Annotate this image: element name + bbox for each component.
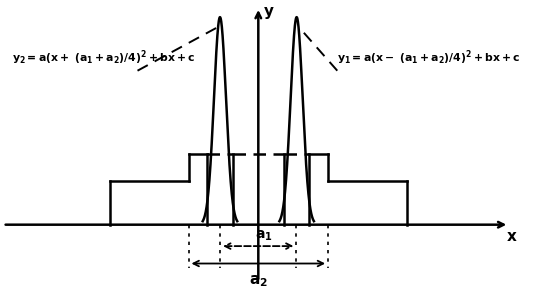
Text: y: y — [263, 4, 274, 19]
Text: $\mathbf{a_1}$: $\mathbf{a_1}$ — [255, 229, 273, 243]
Text: $\mathbf{y_2=a(x+\ (a_1+a_2)/4)^2+bx+c}$: $\mathbf{y_2=a(x+\ (a_1+a_2)/4)^2+bx+c}$ — [12, 48, 195, 67]
Text: $\mathbf{y_1=a(x-\ (a_1+a_2)/4)^2+bx+c}$: $\mathbf{y_1=a(x-\ (a_1+a_2)/4)^2+bx+c}$ — [337, 48, 521, 67]
Text: x: x — [507, 229, 517, 244]
Text: $\mathbf{a_2}$: $\mathbf{a_2}$ — [249, 273, 268, 289]
